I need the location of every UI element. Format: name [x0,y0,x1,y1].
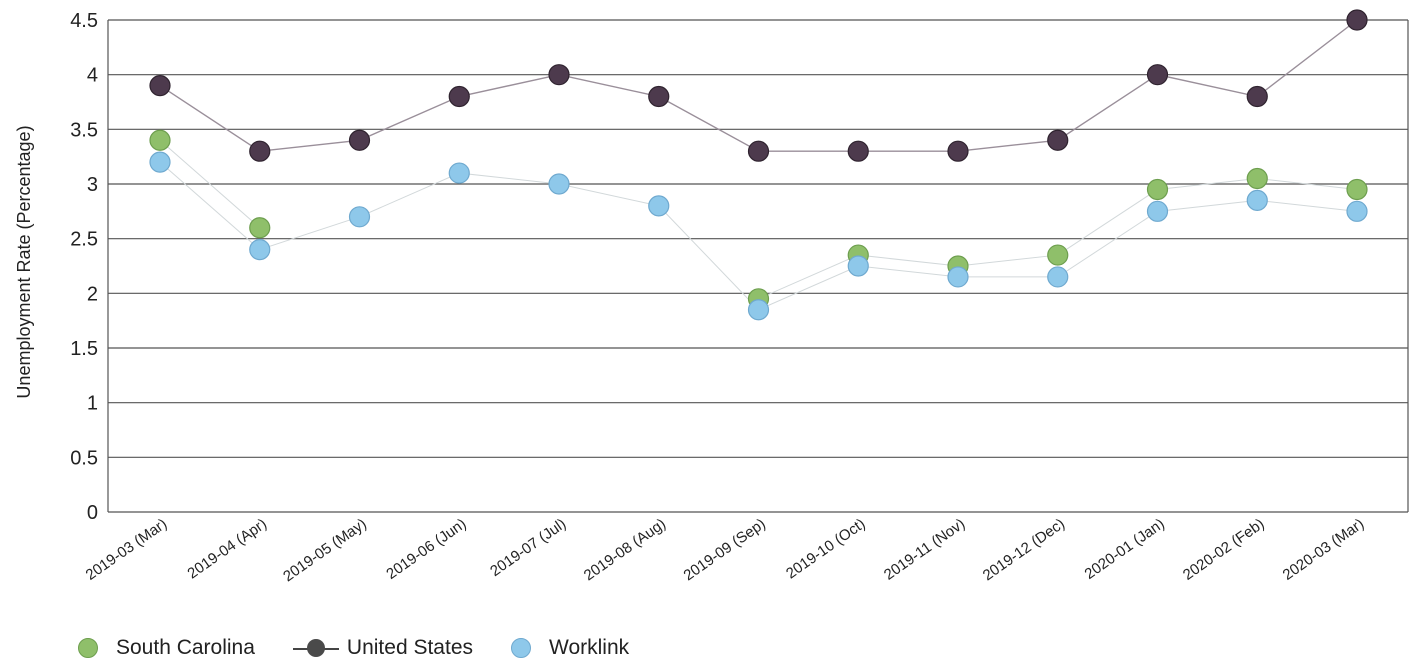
worklink-point [1346,200,1368,222]
x-tick-label: 2020-03 (Mar) [1280,515,1368,583]
united-states-point [1246,85,1268,108]
south-carolina-point [149,129,171,151]
y-tick-label: 3.5 [70,119,98,141]
legend-label-worklink: Worklink [549,636,630,659]
y-tick-label: 2.5 [70,229,98,251]
worklink-point [1047,266,1069,288]
united-states-point [847,140,869,162]
x-tick-label: 2019-11 (Nov) [881,515,968,583]
y-tick-label: 1.5 [70,338,98,360]
united-states-point [149,74,171,97]
x-tick-label: 2019-03 (Mar) [83,515,171,583]
worklink-point [648,195,670,217]
legend-item-united-states: United States [292,636,473,660]
worklink-point [1146,200,1169,222]
worklink-point [1246,189,1268,211]
x-axis-ticks: 2019-03 (Mar) 2019-04 (Apr) 2019-05 (May) 2… [83,515,1368,585]
grid-lines [107,19,1409,513]
worklink-point [947,266,969,288]
x-tick-label: 2019-10 (Oct) [783,515,869,582]
united-states-marker-icon [292,639,339,657]
y-tick-label: 3 [87,174,98,196]
south-carolina-line [159,139,1358,300]
series-points [149,9,1368,321]
united-states-point [747,140,770,162]
x-tick-label: 2020-01 (Jan) [1082,515,1168,583]
united-states-point [648,85,670,108]
united-states-point [548,64,570,86]
y-axis-ticks: 0 0.5 1 1.5 2 2.5 3 3.5 4 4.5 [70,10,98,524]
worklink-point [249,239,271,261]
united-states-point [348,129,371,151]
legend-item-south-carolina: South Carolina [78,636,255,660]
legend-item-worklink: Worklink [511,636,629,660]
south-carolina-point [249,217,271,239]
worklink-point [448,162,470,184]
united-states-point [448,85,470,108]
y-tick-label: 0 [87,502,98,524]
x-tick-label: 2019-07 (Jul) [487,515,569,580]
y-axis-label: Unemployment Rate (Percentage) [14,125,34,398]
united-states-point [1346,9,1368,31]
legend-label-south-carolina: South Carolina [116,636,255,659]
x-tick-label: 2019-12 (Dec) [980,515,1068,584]
south-carolina-point [1246,167,1268,190]
worklink-marker-icon [511,638,531,658]
south-carolina-point [1346,178,1368,201]
united-states-point [947,140,969,162]
united-states-point [1047,129,1069,151]
south-carolina-point [1047,244,1069,266]
united-states-point [249,140,271,162]
legend: South Carolina United States Worklink [78,636,667,660]
south-carolina-marker-icon [78,638,98,658]
worklink-point [747,299,770,321]
y-tick-label: 0.5 [70,447,98,469]
y-tick-label: 4 [87,65,98,87]
united-states-point [1146,64,1169,86]
worklink-point [348,206,371,228]
x-tick-label: 2019-04 (Apr) [184,515,270,582]
united-states-line [159,19,1358,152]
x-tick-label: 2019-08 (Aug) [581,515,669,584]
x-tick-label: 2019-05 (May) [280,515,370,585]
worklink-point [149,151,171,173]
x-tick-label: 2019-06 (Jun) [383,515,469,583]
south-carolina-point [1146,178,1169,201]
worklink-point [847,255,869,277]
y-tick-label: 1 [87,393,98,415]
y-tick-label: 2 [87,283,98,305]
y-tick-label: 4.5 [70,10,98,32]
x-tick-label: 2019-09 (Sep) [680,515,768,584]
series-lines [159,19,1358,311]
worklink-point [548,173,570,195]
legend-label-united-states: United States [346,636,473,659]
x-tick-label: 2020-02 (Feb) [1180,515,1268,583]
